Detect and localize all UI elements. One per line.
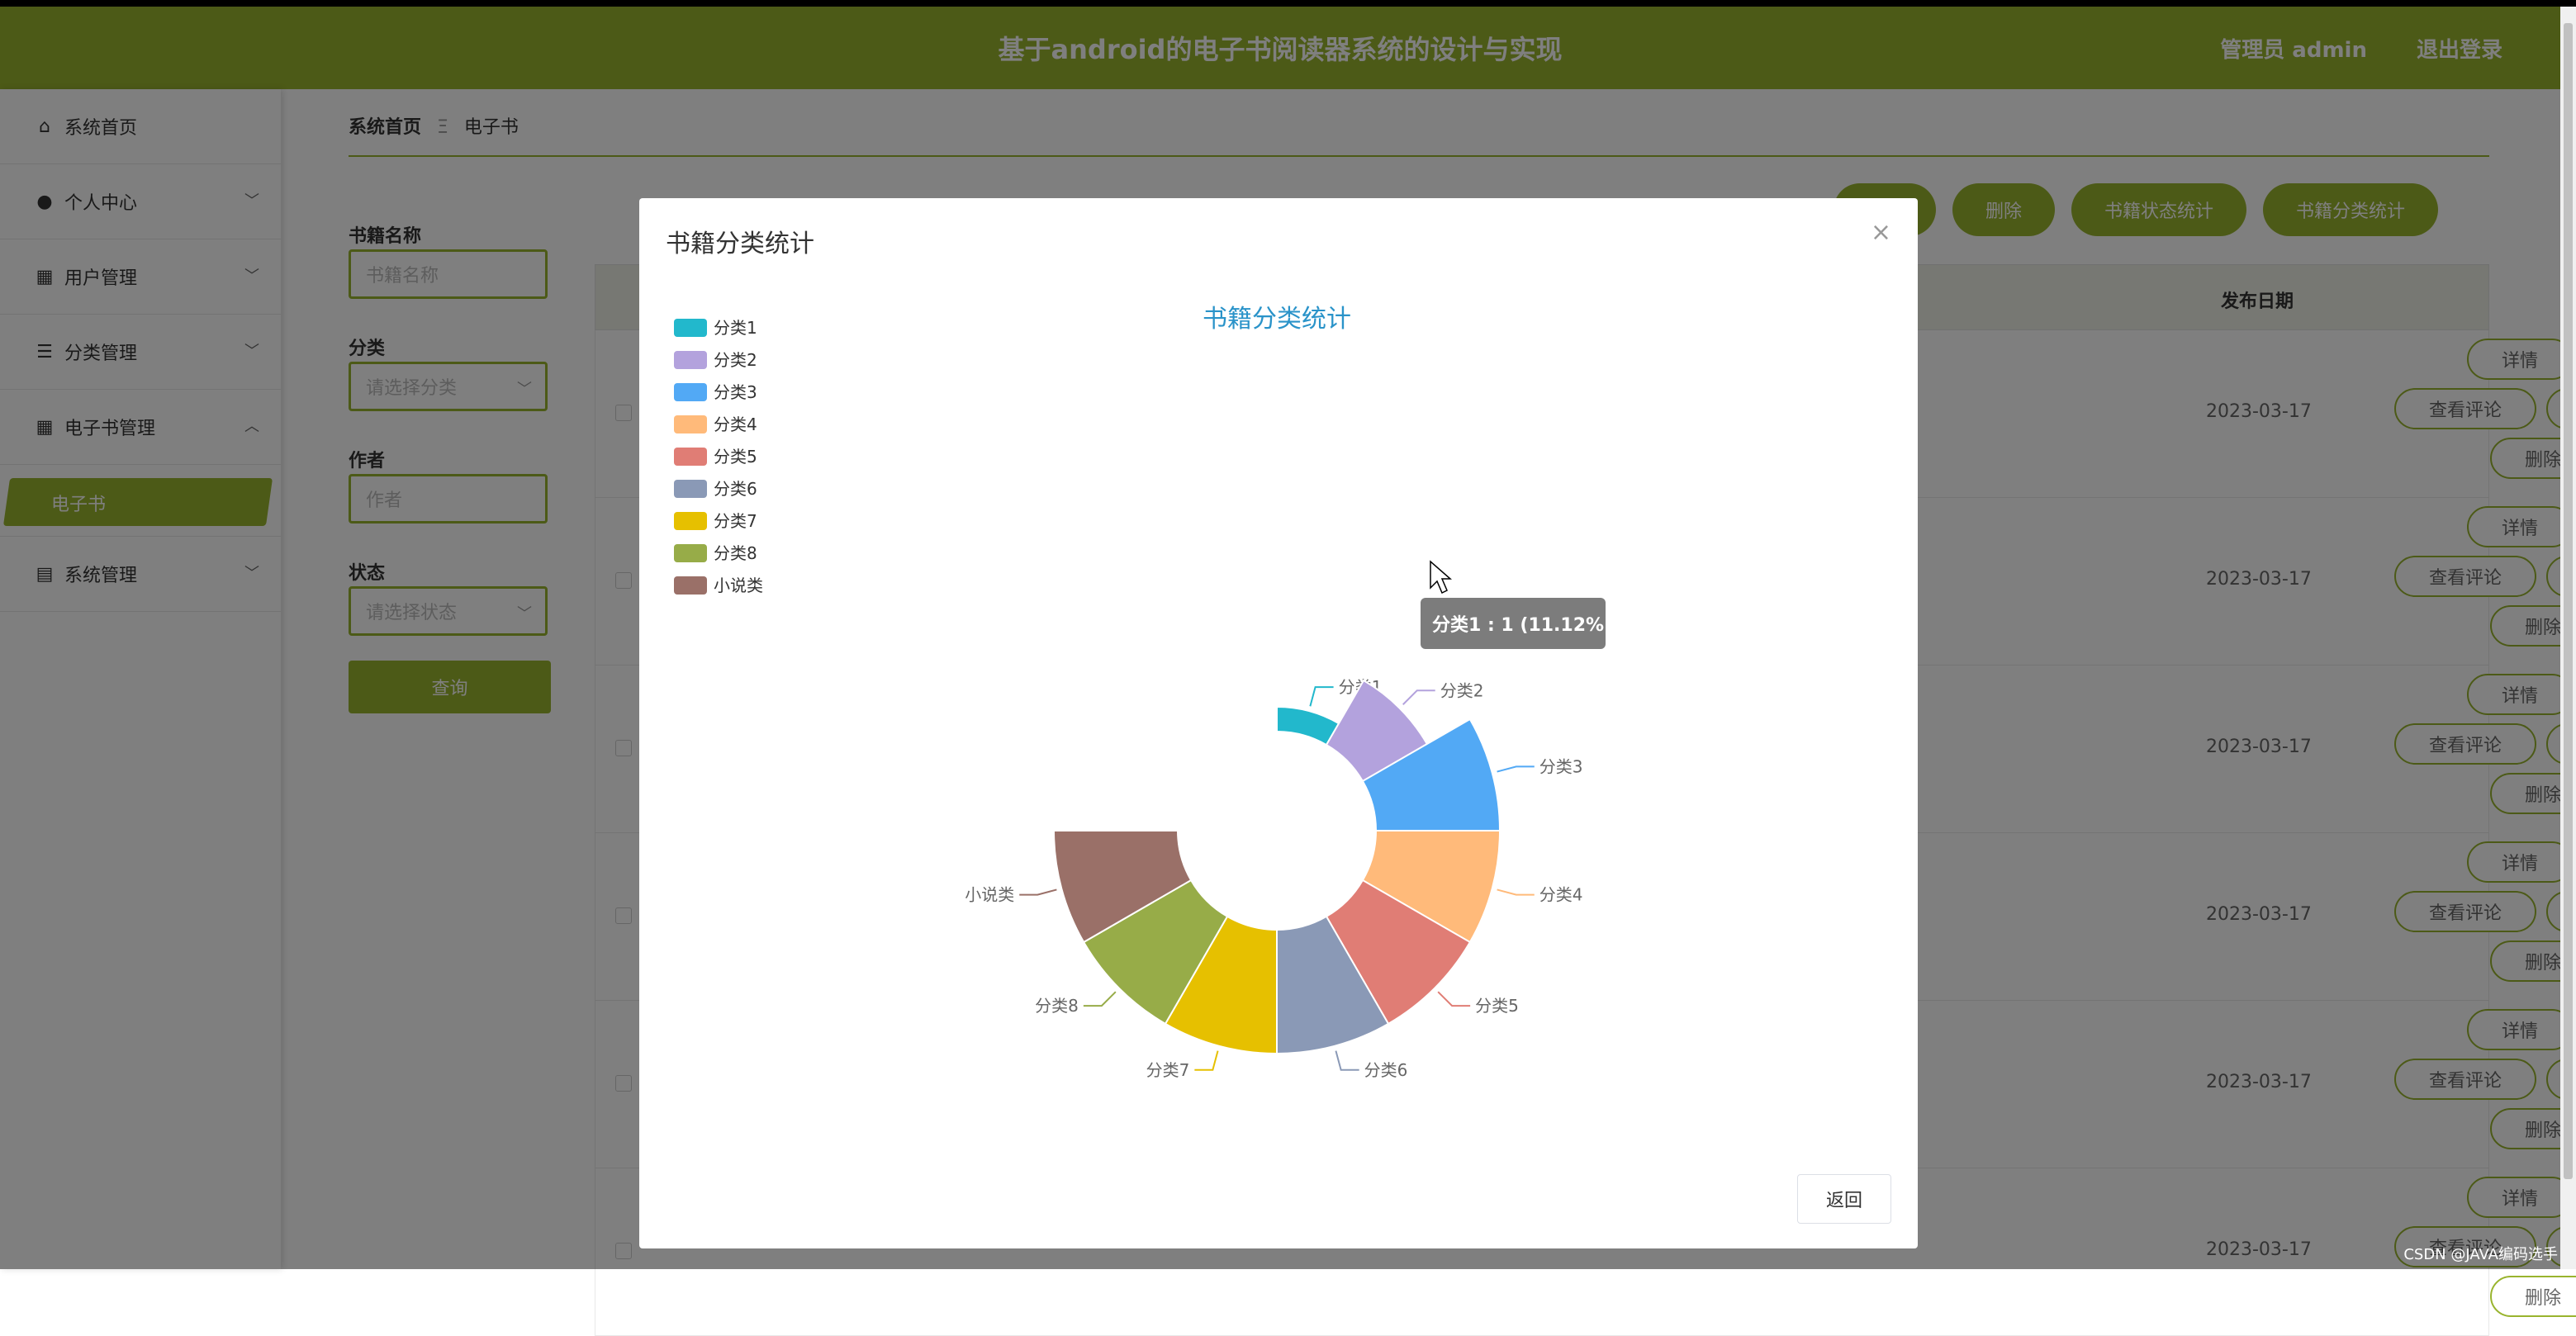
chart-title: 书籍分类统计 [1203,305,1351,334]
scrollbar-thumb[interactable] [2564,23,2573,1179]
pie-slice[interactable] [1052,830,1193,944]
legend-label[interactable]: 分类7 [714,511,757,531]
pie-label-line [1309,686,1334,707]
category-stats-modal: 书籍分类统计 × 书籍分类统计 分类1 分类2 分类3 分类4 分类5 分类6 分类7 分类8 小… [639,198,1918,1248]
pie-label-line [1497,765,1535,773]
pie-label: 分类7 [1146,1060,1190,1080]
legend-label[interactable]: 分类2 [714,350,757,370]
row-delete-button[interactable]: 删除 [2490,1276,2576,1317]
chart-container: 书籍分类统计分类1分类2分类3分类4分类5分类6分类7分类8小说类分类1分类2分… [639,297,1918,1173]
chart-tooltip: 分类1 : 1 (11.12%) [1421,598,1612,649]
close-icon[interactable]: × [1870,218,1891,247]
pie-label: 分类6 [1364,1060,1408,1080]
legend-label[interactable]: 小说类 [714,576,763,595]
return-button[interactable]: 返回 [1797,1174,1891,1224]
pie-label-line [1083,991,1117,1007]
legend-label[interactable]: 分类1 [714,318,757,338]
pie-label: 分类2 [1440,680,1484,700]
pie-label-line [1335,1050,1359,1071]
page-scrollbar[interactable] [2560,7,2576,1269]
pie-label-line [1194,1050,1219,1071]
mouse-cursor-icon [1430,560,1452,595]
legend-label[interactable]: 分类8 [714,543,757,563]
legend-swatch[interactable] [674,512,707,530]
pie-label: 分类5 [1475,996,1519,1016]
pie-label-line [1019,888,1057,896]
pie-label: 分类8 [1035,996,1079,1016]
pie-label-line [1402,689,1435,705]
legend-swatch[interactable] [674,319,707,337]
legend-label[interactable]: 分类6 [714,479,757,499]
pie-chart: 书籍分类统计分类1分类2分类3分类4分类5分类6分类7分类8小说类分类1分类2分… [674,305,1612,1080]
legend-swatch[interactable] [674,544,707,562]
legend-swatch[interactable] [674,351,707,369]
svg-text:分类1 : 1 (11.12%): 分类1 : 1 (11.12%) [1432,615,1612,636]
legend-label[interactable]: 分类5 [714,447,757,467]
pie-label: 分类4 [1539,885,1583,905]
legend-swatch[interactable] [674,480,707,498]
modal-title: 书籍分类统计 [666,230,814,258]
pie-label: 分类3 [1539,756,1583,776]
legend-swatch[interactable] [674,415,707,433]
watermark: CSDN @JAVA编码选手 [2403,1246,2558,1263]
legend-swatch[interactable] [674,448,707,466]
pie-label: 小说类 [965,885,1014,905]
legend-label[interactable]: 分类4 [714,415,757,434]
legend-label[interactable]: 分类3 [714,382,757,402]
legend-swatch[interactable] [674,576,707,595]
pie-label-line [1437,991,1471,1007]
legend-swatch[interactable] [674,383,707,401]
pie-label-line [1497,888,1535,896]
